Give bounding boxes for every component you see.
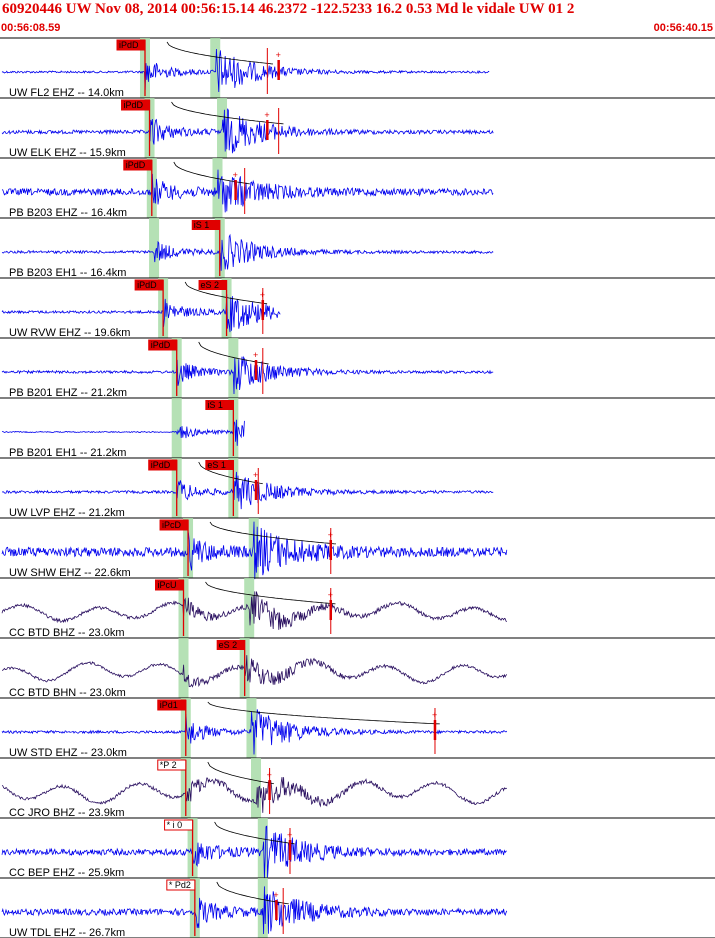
p-pick-label: iPdD — [119, 40, 139, 50]
start-time-label: 00:56:08.59 — [1, 22, 61, 34]
s-pick-label: eS 1 — [207, 460, 226, 470]
s-pick-label: eS 2 — [201, 280, 220, 290]
waveform-trace — [1, 419, 245, 446]
p-pick-box — [157, 759, 187, 771]
station-label: UW FL2 EHZ -- 14.0km — [9, 87, 124, 99]
s-pick-label: iS 1 — [194, 220, 210, 230]
station-label: CC BEP EHZ -- 25.9km — [9, 867, 124, 879]
s-window — [248, 518, 259, 578]
amplitude-plus: + — [287, 830, 292, 840]
p-pick-label: iPd1 — [160, 700, 178, 710]
amplitude-plus: + — [253, 470, 258, 480]
coda-decay-curve — [207, 701, 440, 725]
p-pick-label: iPdD — [151, 460, 171, 470]
p-pick-label: iPcU — [158, 580, 177, 590]
p-pick-label: iPdD — [126, 160, 146, 170]
p-pick-box — [166, 879, 196, 891]
coda-decay-curve — [166, 41, 274, 65]
s-pick-box — [205, 460, 234, 470]
s-pick-label: eS 2 — [219, 640, 238, 650]
s-window — [251, 758, 262, 818]
waveform-trace — [1, 355, 494, 395]
coda-decay-curve — [205, 581, 336, 605]
waveform-trace — [1, 169, 494, 213]
waveform-trace — [1, 108, 494, 154]
p-window — [149, 218, 160, 278]
p-pick-label: iPdD — [137, 280, 157, 290]
s-pick-box — [205, 400, 234, 410]
p-pick-box — [148, 339, 178, 351]
amplitude-plus: + — [432, 710, 437, 720]
amplitude-plus: + — [253, 350, 258, 360]
station-label: CC BTD BHZ -- 23.0km — [9, 627, 125, 639]
end-time-label: 00:56:40.15 — [653, 22, 713, 34]
coda-decay-curve — [214, 821, 295, 845]
station-label: UW STD EHZ -- 23.0km — [9, 747, 127, 759]
p-pick-box — [121, 99, 151, 111]
amplitude-plus: + — [276, 50, 281, 60]
waveform-trace — [1, 655, 508, 688]
station-label: PB B203 EHZ -- 16.4km — [9, 207, 127, 219]
waveform-trace — [1, 825, 507, 879]
waveform-trace — [1, 591, 508, 630]
p-pick-box — [148, 459, 178, 471]
s-window — [244, 578, 255, 638]
station-label: PB B201 EH1 -- 21.2km — [9, 447, 126, 459]
s-pick-box — [198, 280, 227, 290]
coda-decay-curve — [171, 101, 284, 125]
waveform-trace — [1, 521, 508, 580]
amplitude-plus: + — [233, 170, 238, 180]
coda-decay-curve — [209, 521, 337, 545]
station-label: UW RVW EHZ -- 19.6km — [9, 327, 130, 339]
event-header-title: 60920446 UW Nov 08, 2014 00:56:15.14 46.… — [2, 1, 575, 17]
waveform-trace — [1, 777, 508, 813]
p-pick-box — [159, 519, 189, 531]
amplitude-plus: + — [264, 110, 269, 120]
p-pick-label: iPdD — [151, 340, 171, 350]
waveform-trace — [1, 471, 494, 510]
p-pick-box — [134, 279, 164, 291]
waveform-trace — [1, 233, 494, 271]
station-label: CC JRO BHZ -- 23.9km — [9, 807, 125, 819]
p-pick-label: * i 0 — [167, 820, 183, 830]
amplitude-plus: + — [267, 770, 272, 780]
amplitude-plus: + — [328, 590, 333, 600]
waveform-trace — [1, 48, 490, 93]
s-pick-label: iS 1 — [207, 400, 223, 410]
p-pick-label: iPcD — [162, 520, 182, 530]
p-pick-label: * Pd2 — [169, 880, 191, 890]
p-pick-box — [155, 579, 185, 591]
amplitude-plus: + — [328, 530, 333, 540]
s-pick-box — [191, 220, 220, 230]
p-pick-label: iPdD — [124, 100, 144, 110]
s-pick-box — [216, 640, 245, 650]
station-label: CC BTD BHN -- 23.0km — [9, 687, 126, 699]
s-window — [246, 698, 257, 758]
station-label: UW LVP EHZ -- 21.2km — [9, 507, 125, 519]
station-label: PB B201 EHZ -- 21.2km — [9, 387, 127, 399]
coda-decay-curve — [198, 461, 263, 485]
station-label: UW SHW EHZ -- 22.6km — [9, 567, 131, 579]
station-label: UW TDL EHZ -- 26.7km — [9, 927, 125, 938]
p-pick-label: *P 2 — [160, 760, 177, 770]
amplitude-plus: + — [273, 890, 278, 900]
p-pick-box — [157, 699, 187, 711]
p-pick-box — [164, 819, 194, 831]
s-window — [210, 38, 221, 98]
s-window — [257, 878, 268, 938]
coda-decay-curve — [173, 161, 250, 185]
station-label: PB B203 EH1 -- 16.4km — [9, 267, 126, 279]
waveform-trace — [1, 709, 508, 755]
p-window — [171, 398, 182, 458]
coda-decay-curve — [207, 761, 274, 785]
waveform-trace — [1, 294, 281, 333]
p-pick-box — [123, 159, 153, 171]
waveform-trace — [1, 886, 508, 935]
s-window — [228, 338, 239, 398]
p-pick-box — [116, 39, 146, 51]
amplitude-plus: + — [260, 290, 265, 300]
station-label: UW ELK EHZ -- 15.9km — [9, 147, 126, 159]
